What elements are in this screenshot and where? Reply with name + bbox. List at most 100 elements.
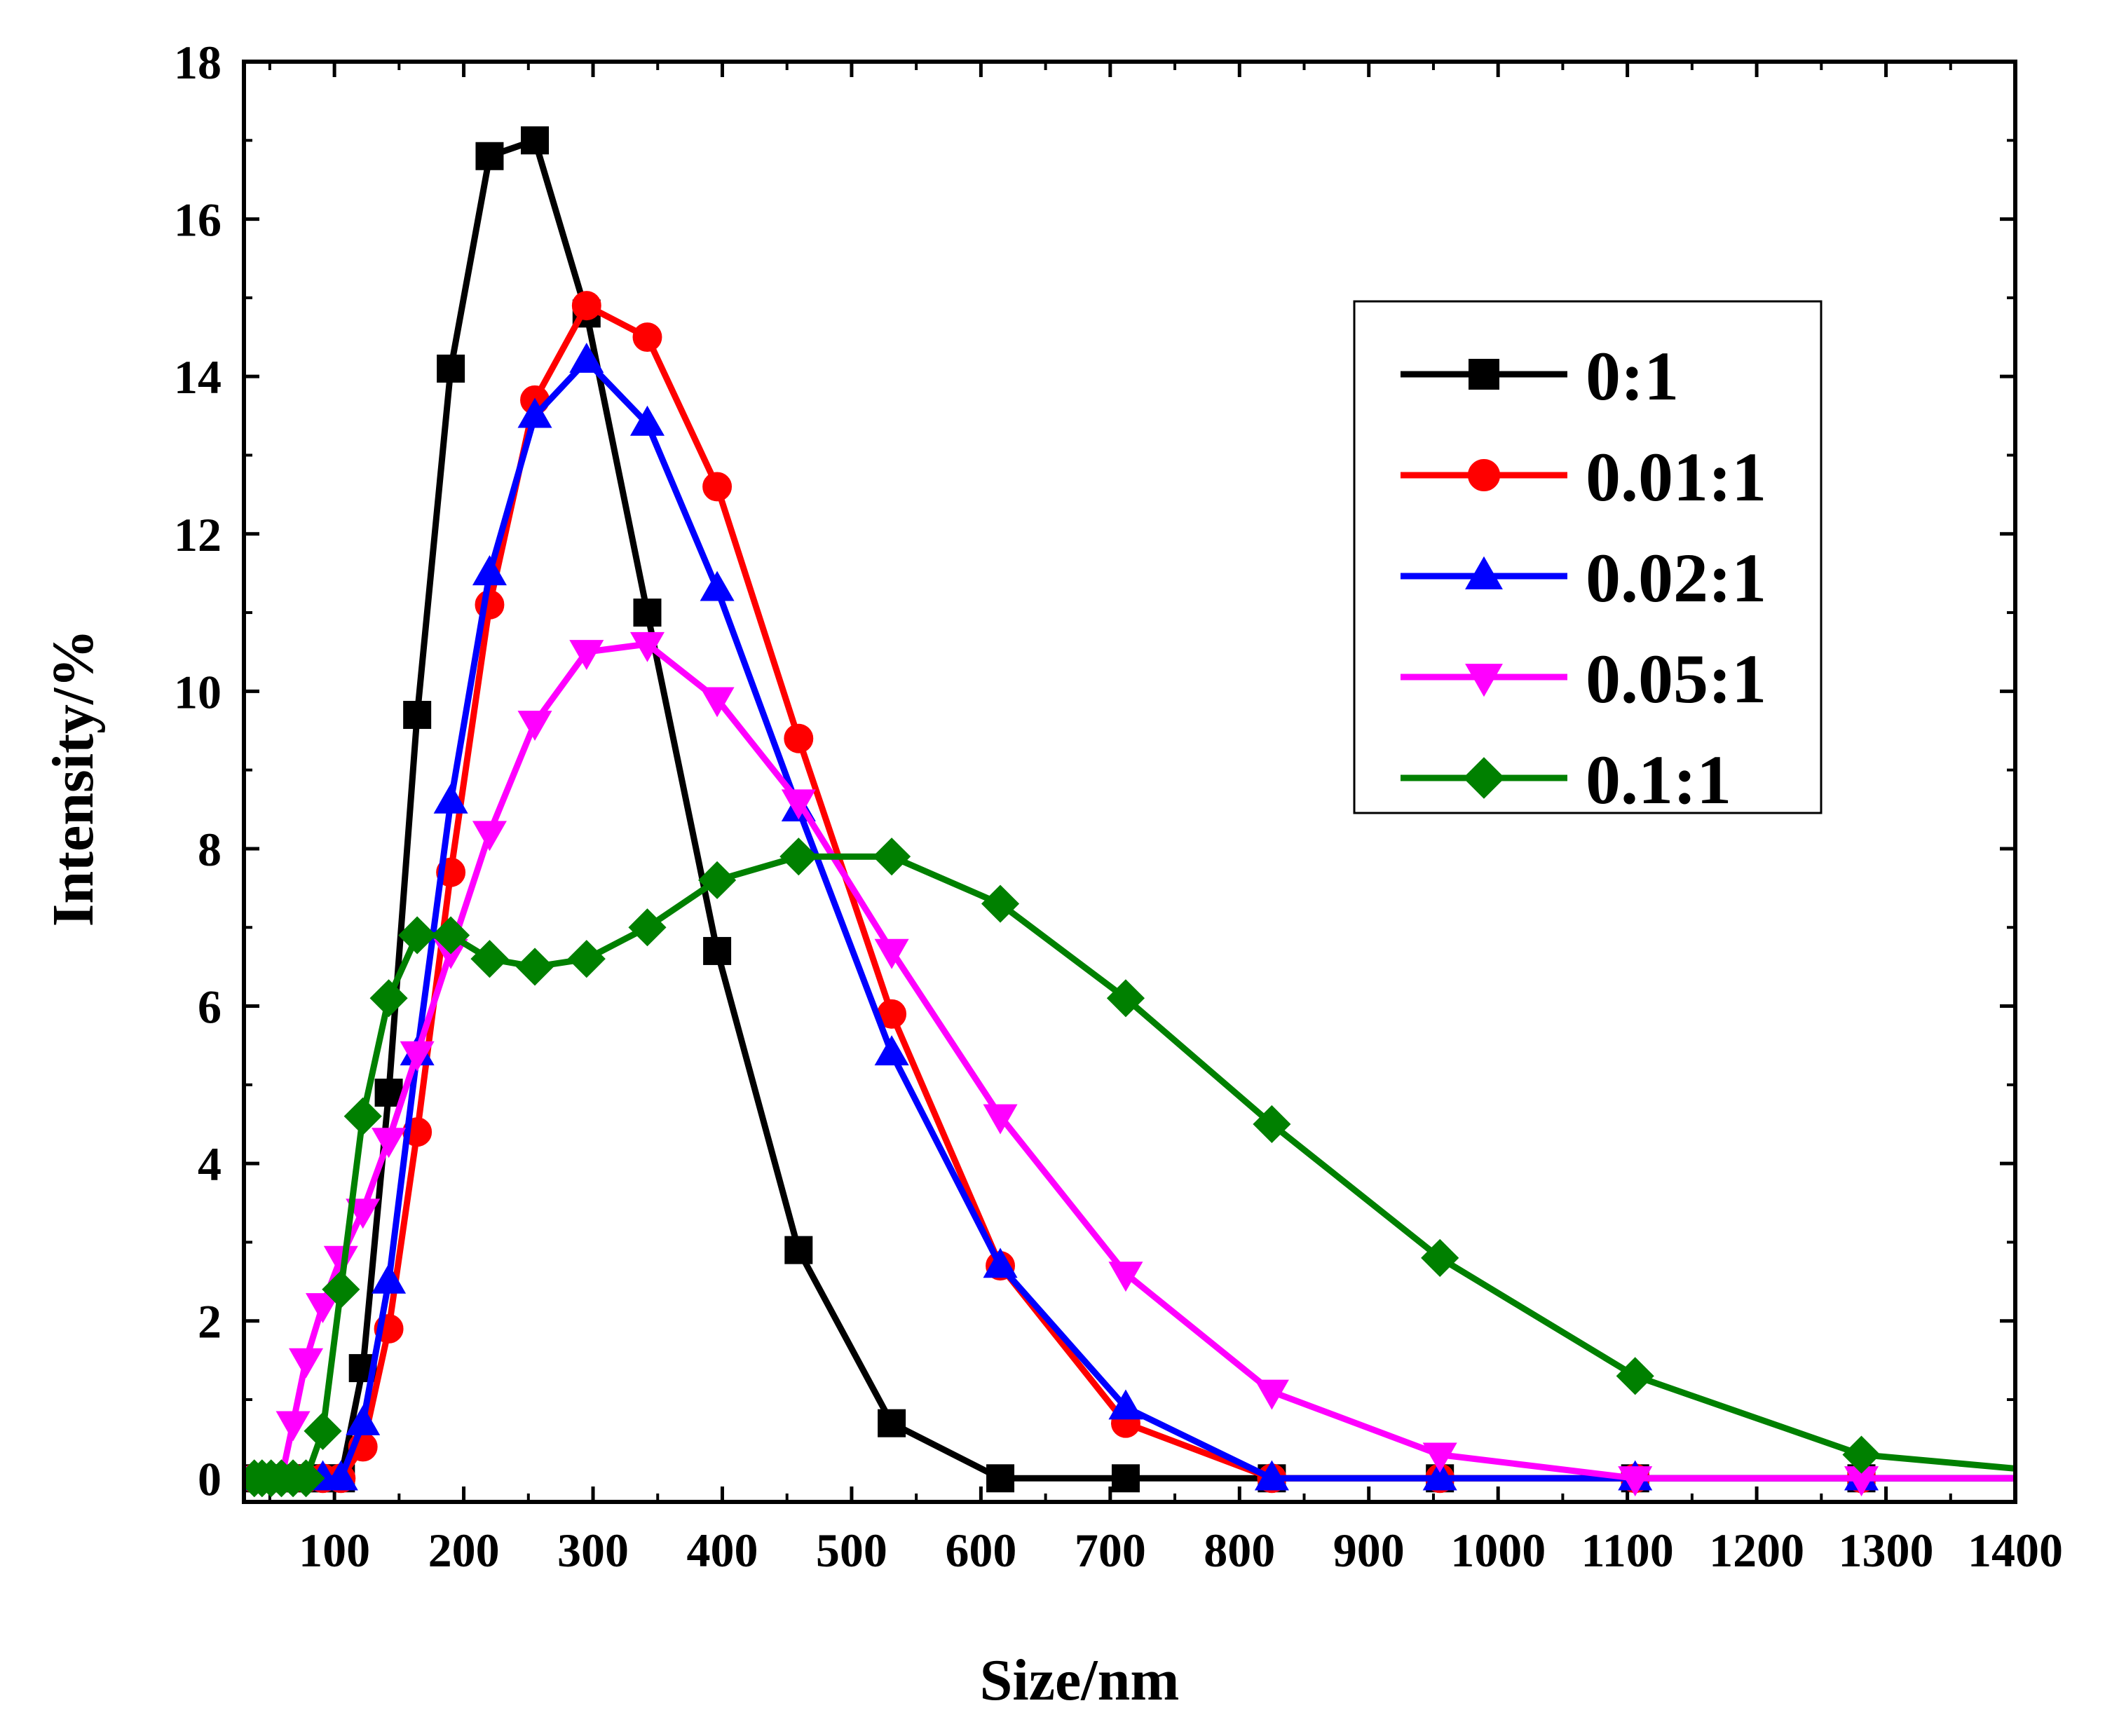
- data-point: [305, 1293, 341, 1324]
- legend-item: 0.1:1: [1401, 741, 1731, 819]
- data-point: [517, 711, 552, 741]
- data-point: [372, 1128, 407, 1159]
- data-point: [346, 1404, 381, 1435]
- data-point: [629, 405, 665, 436]
- y-tick-label: 12: [174, 508, 222, 561]
- data-point: [1842, 1435, 1881, 1474]
- data-point: [322, 1270, 360, 1308]
- y-axis-title: Intensity/%: [41, 629, 106, 927]
- data-point: [517, 397, 552, 428]
- series-line: [254, 302, 2015, 1482]
- data-point: [873, 838, 911, 876]
- y-tick-label: 2: [198, 1295, 222, 1348]
- data-point: [628, 908, 667, 947]
- x-tick-label: 1000: [1450, 1524, 1546, 1577]
- data-point: [1618, 1466, 1653, 1497]
- data-point: [1254, 1379, 1289, 1410]
- data-point: [698, 861, 737, 899]
- data-point: [633, 599, 662, 627]
- data-point: [289, 1348, 324, 1379]
- data-point: [323, 1245, 358, 1276]
- data-point: [472, 555, 507, 586]
- data-point: [403, 701, 432, 730]
- data-point: [1422, 1460, 1457, 1491]
- data-point: [323, 1460, 358, 1491]
- data-point: [571, 291, 601, 321]
- series-line: [254, 641, 2015, 1482]
- y-tick-label: 10: [174, 665, 222, 718]
- legend-item: 0.01:1: [1401, 438, 1766, 516]
- x-tick-label: 1300: [1839, 1524, 1934, 1577]
- series-5: [244, 838, 2015, 1498]
- data-point: [1108, 1262, 1143, 1292]
- legend: 0:1 0.01:1 0.02:1 0.05:1 0.1:1: [1353, 300, 1823, 819]
- y-tick-label: 0: [198, 1452, 222, 1505]
- x-tick-label: 1200: [1709, 1524, 1804, 1577]
- x-tick-label: 400: [686, 1524, 758, 1577]
- legend-marker: [1463, 757, 1505, 799]
- data-point: [784, 1236, 813, 1264]
- plot-area: [244, 126, 2015, 1498]
- legend-label: 0.01:1: [1586, 438, 1766, 516]
- legend-item: 0.05:1: [1401, 640, 1766, 718]
- data-point: [629, 631, 665, 662]
- series-line: [254, 137, 2015, 1482]
- series-4: [244, 631, 2015, 1497]
- y-tick-label: 6: [198, 980, 222, 1034]
- legend-marker: [1467, 458, 1501, 492]
- data-point: [569, 342, 604, 373]
- data-point: [569, 640, 604, 670]
- y-tick-label: 14: [174, 350, 222, 404]
- data-point: [1253, 1105, 1291, 1144]
- x-tick-label: 700: [1075, 1524, 1146, 1577]
- data-point: [515, 948, 554, 986]
- x-tick-label: 600: [945, 1524, 1016, 1577]
- legend-marker: [1469, 359, 1499, 390]
- legend-box: [1353, 300, 1823, 814]
- data-point: [983, 1104, 1018, 1135]
- data-point: [1108, 1389, 1143, 1420]
- data-point: [702, 472, 733, 502]
- legend-label: 0.1:1: [1586, 741, 1731, 819]
- data-point: [1254, 1460, 1289, 1491]
- data-point: [874, 938, 909, 969]
- data-point: [700, 687, 735, 718]
- data-point: [632, 322, 662, 352]
- data-point: [781, 789, 816, 820]
- x-tick-label: 500: [816, 1524, 887, 1577]
- x-tick-label: 300: [557, 1524, 629, 1577]
- tick-labels: 100 200 300 400 500 600 700 800 900 1000 1100 1200 1…: [174, 36, 2063, 1577]
- data-point: [784, 723, 814, 753]
- data-point: [1106, 979, 1145, 1018]
- data-point: [472, 821, 507, 852]
- x-tick-label: 1400: [1968, 1524, 2063, 1577]
- data-point: [981, 884, 1020, 923]
- axis-ticks: [244, 60, 2017, 1502]
- data-point: [567, 940, 606, 978]
- data-point: [374, 1079, 403, 1107]
- data-point: [1421, 1238, 1459, 1277]
- data-point: [700, 570, 735, 601]
- legend-item: 0:1: [1401, 337, 1679, 415]
- x-tick-label: 1100: [1581, 1524, 1674, 1577]
- data-point: [470, 940, 509, 978]
- data-point: [398, 916, 437, 955]
- data-point: [779, 838, 818, 876]
- x-tick-label: 100: [299, 1524, 370, 1577]
- data-point: [432, 916, 470, 955]
- plot-frame: [242, 60, 2017, 1504]
- x-tick-label: 800: [1204, 1524, 1275, 1577]
- legend-marker: [1465, 664, 1503, 697]
- data-point: [346, 1198, 381, 1229]
- legend-marker: [1465, 556, 1503, 589]
- x-tick-label: 200: [428, 1524, 500, 1577]
- data-point: [475, 142, 504, 170]
- y-tick-label: 8: [198, 823, 222, 876]
- data-point: [433, 783, 468, 814]
- series-3: [244, 342, 2015, 1491]
- data-point: [983, 1248, 1018, 1278]
- data-point: [986, 1464, 1015, 1493]
- data-point: [372, 1263, 407, 1294]
- y-tick-label: 18: [174, 36, 222, 89]
- data-point: [343, 1097, 382, 1135]
